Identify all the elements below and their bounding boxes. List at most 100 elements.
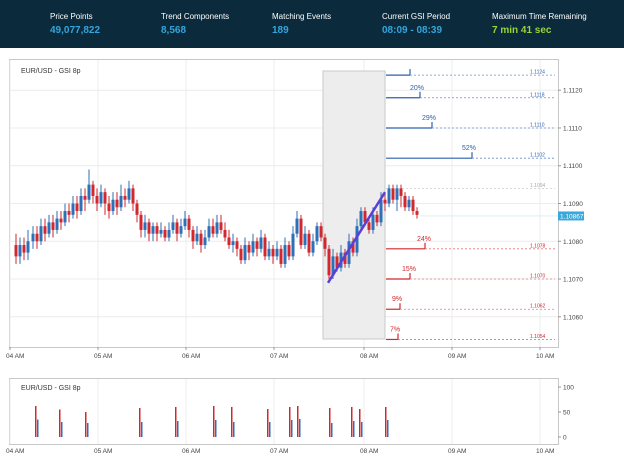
y-tick-label: 1.1080 — [563, 239, 583, 246]
projection-down-price: 1.1070 — [530, 274, 546, 280]
candle-up — [283, 245, 287, 264]
vol-y-tick-label: 0 — [563, 435, 567, 442]
candle-down — [135, 203, 139, 215]
volume-bar-down — [231, 407, 233, 437]
candle-down — [299, 218, 303, 246]
candle-up — [39, 226, 43, 242]
volume-bar-up — [299, 419, 301, 437]
y-tick-label: 1.1110 — [563, 125, 582, 132]
candle-down — [199, 233, 203, 246]
candle-up — [127, 188, 131, 200]
volume-bar-down — [35, 406, 37, 437]
stat-max-time-remaining: Maximum Time Remaining 7 min 41 sec — [492, 12, 587, 36]
candle-down — [67, 211, 71, 215]
candle-down — [327, 248, 331, 276]
projection-down-percent: 24% — [417, 236, 431, 243]
candle-down — [95, 195, 99, 204]
volume-bar-down — [267, 409, 269, 437]
candle-up — [63, 211, 67, 223]
y-tick-label: 1.1120 — [563, 88, 583, 95]
vol-y-tick-label: 100 — [563, 385, 574, 392]
volume-chart-panel[interactable]: EUR/USD - GSI 8p — [9, 378, 559, 445]
projection-up-percent: 52% — [462, 145, 476, 152]
x-tick-label: 06 AM — [182, 353, 200, 360]
candle-down — [323, 237, 327, 249]
projection-down-percent: 15% — [402, 266, 416, 273]
candle-down — [14, 245, 18, 257]
vol-x-tick-label: 06 AM — [182, 448, 200, 455]
volume-bar-down — [359, 409, 361, 437]
candle-up — [18, 245, 22, 257]
candle-down — [35, 233, 39, 242]
candle-up — [47, 222, 51, 234]
y-tick-label: 1.1060 — [563, 314, 583, 321]
x-tick-label: 04 AM — [6, 353, 24, 360]
candle-up — [303, 233, 307, 246]
candle-up — [407, 199, 411, 208]
stats-bar: Price Points 49,077,822 Trend Components… — [0, 0, 624, 48]
stat-label: Current GSI Period — [382, 12, 451, 21]
candle-up — [171, 222, 175, 230]
candle-down — [403, 195, 407, 208]
candle-down — [175, 222, 179, 234]
stat-value: 08:09 - 08:39 — [382, 25, 443, 36]
candle-down — [307, 233, 311, 253]
price-chart-title: EUR/USD - GSI 8p — [21, 68, 81, 75]
candle-up — [395, 188, 399, 200]
volume-bar-up — [387, 420, 389, 437]
stat-value: 49,077,822 — [50, 25, 101, 36]
projection-up-percent: 29% — [422, 115, 436, 122]
candle-up — [215, 222, 219, 234]
volume-bar-up — [61, 422, 63, 437]
projection-down-price: 1.1054 — [530, 334, 546, 340]
volume-bar-down — [85, 412, 87, 437]
candle-down — [351, 241, 355, 253]
vol-x-tick-label: 04 AM — [6, 448, 24, 455]
candle-up — [275, 248, 279, 257]
candle-down — [287, 245, 291, 257]
vol-y-tick-label: 50 — [563, 410, 571, 417]
y-tick-label: 1.1100 — [563, 163, 583, 170]
volume-bar-down — [175, 407, 177, 437]
candle-up — [259, 237, 263, 249]
candle-down — [343, 252, 347, 264]
volume-bar-down — [329, 408, 331, 437]
volume-bar-up — [291, 420, 293, 437]
price-chart[interactable]: 1.1120 1.1110 1.1100 1.1090 1.1080 1.1070 1.10… — [0, 0, 624, 372]
candle-down — [363, 211, 367, 223]
stat-current-gsi-period: Current GSI Period 08:09 - 08:39 — [382, 12, 450, 36]
candle-down — [279, 248, 283, 264]
x-tick-label: 07 AM — [270, 353, 288, 360]
candle-down — [255, 241, 259, 249]
stat-label: Trend Components — [161, 12, 230, 21]
volume-bar-down — [213, 406, 215, 437]
candle-up — [195, 233, 199, 242]
vol-x-tick-label: 10 AM — [536, 448, 554, 455]
candle-down — [43, 226, 47, 234]
volume-bar-down — [385, 407, 387, 437]
candle-up — [79, 195, 83, 212]
projection-up-price: 1.1118 — [530, 92, 545, 98]
candle-up — [151, 226, 155, 234]
candle-up — [315, 226, 319, 242]
projection-down-price: 1.1078 — [530, 243, 546, 249]
vol-x-tick-label: 07 AM — [270, 448, 288, 455]
candle-up — [379, 199, 383, 223]
candle-up — [251, 241, 255, 253]
projection-up-price: 1.1102 — [530, 153, 545, 159]
candle-up — [203, 237, 207, 246]
candle-down — [227, 237, 231, 246]
candle-up — [119, 195, 123, 208]
candle-down — [219, 222, 223, 230]
candle-up — [179, 226, 183, 234]
candle-down — [115, 199, 119, 208]
candle-up — [267, 248, 271, 257]
current-price-badge — [558, 211, 584, 221]
stat-label: Matching Events — [272, 12, 332, 21]
candle-up — [355, 226, 359, 253]
current-price-label: 1.10867 — [560, 213, 584, 220]
candle-up — [111, 199, 115, 212]
stat-label: Price Points — [50, 12, 93, 21]
candle-down — [375, 214, 379, 223]
